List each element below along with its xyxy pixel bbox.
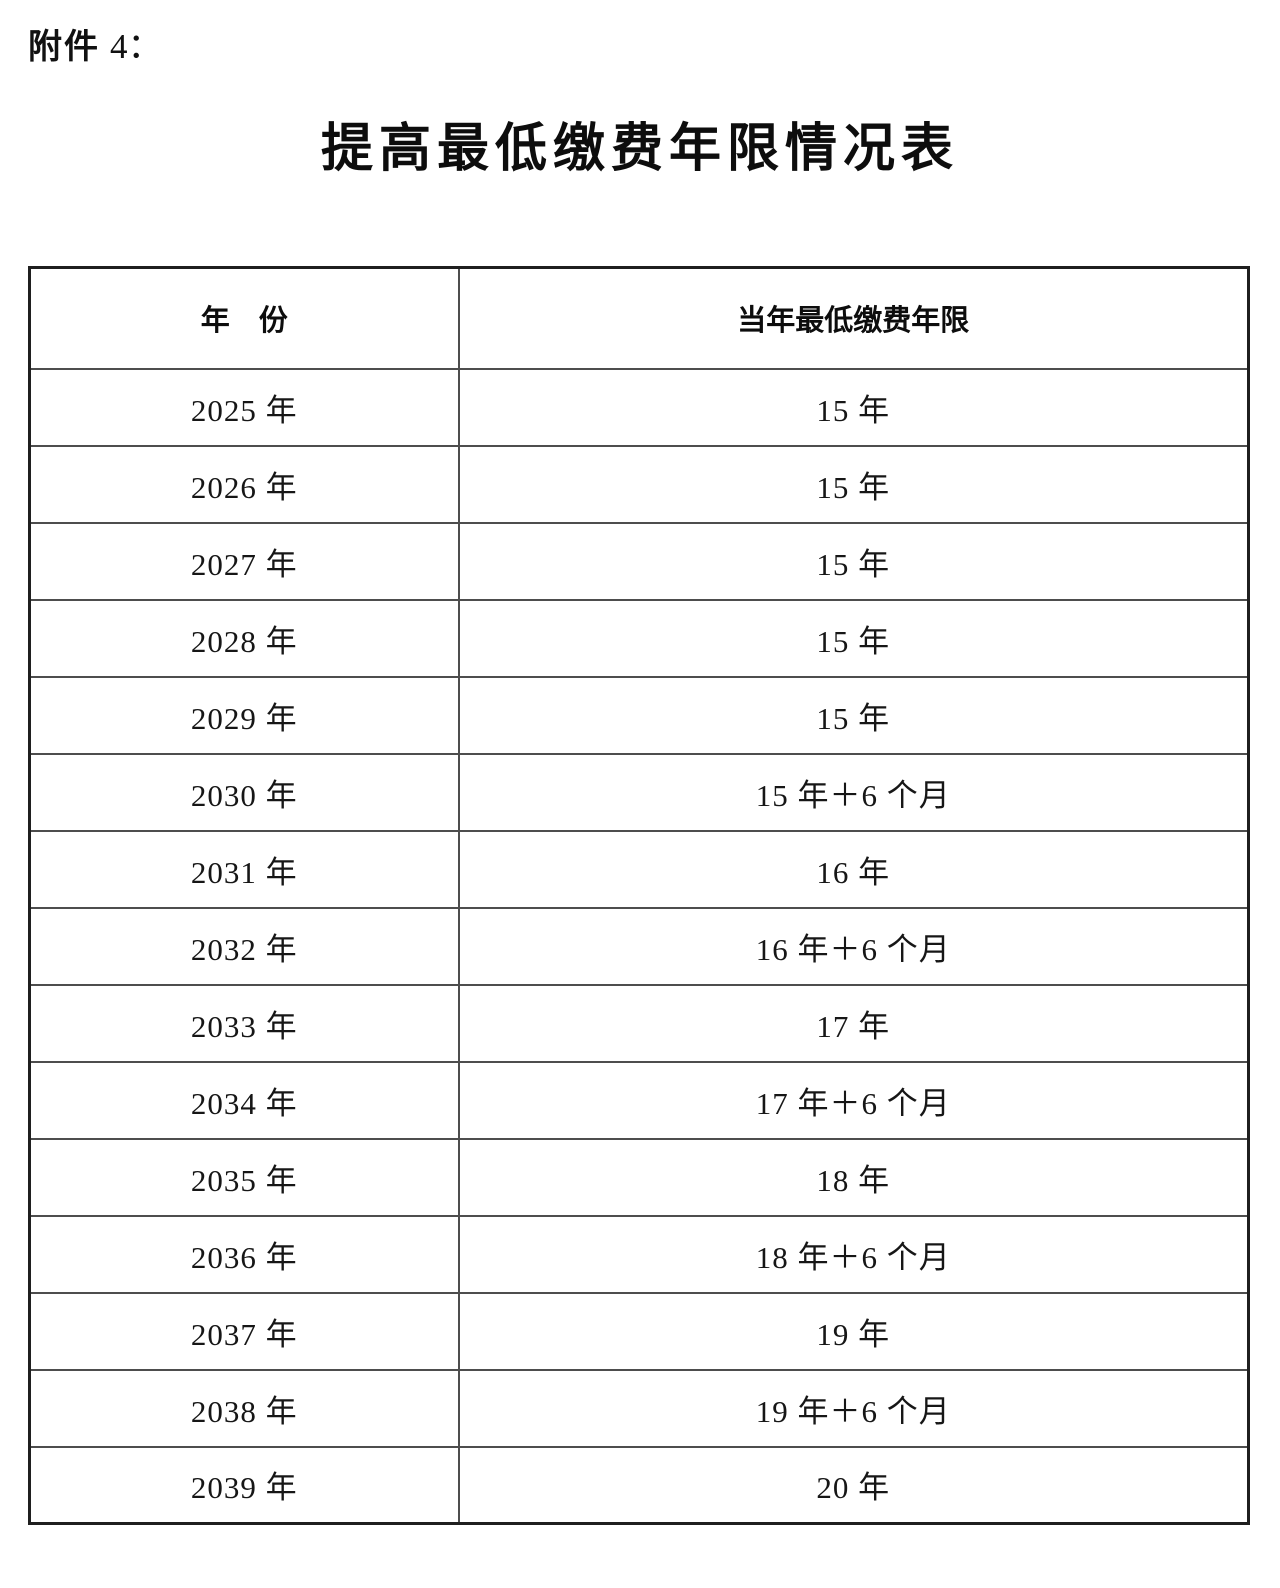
- page-title: 提高最低缴费年限情况表: [320, 121, 959, 178]
- column-header-year: 年 份: [28, 266, 460, 370]
- table-row: 2031 年 16 年: [28, 829, 1250, 909]
- table-row: 2034 年 17 年＋6 个月: [28, 1060, 1250, 1140]
- table-row: 2032 年 16 年＋6 个月: [28, 906, 1250, 986]
- table-header-row: 年 份 当年最低缴费年限: [28, 266, 1250, 370]
- year-cell: 2026 年: [28, 444, 460, 524]
- min-years-cell: 16 年＋6 个月: [457, 906, 1250, 986]
- table-row: 2038 年 19 年＋6 个月: [28, 1368, 1250, 1448]
- min-years-cell: 18 年＋6 个月: [457, 1214, 1250, 1294]
- min-years-cell: 19 年＋6 个月: [457, 1368, 1250, 1448]
- table-row: 2028 年 15 年: [28, 598, 1250, 678]
- attachment-label: 附件 4：: [28, 18, 163, 69]
- year-cell: 2038 年: [28, 1368, 460, 1448]
- min-years-cell: 17 年＋6 个月: [457, 1060, 1250, 1140]
- year-cell: 2027 年: [28, 521, 460, 601]
- year-cell: 2032 年: [28, 906, 460, 986]
- min-years-cell: 20 年: [457, 1445, 1250, 1525]
- year-cell: 2036 年: [28, 1214, 460, 1294]
- table-row: 2026 年 15 年: [28, 444, 1250, 524]
- min-years-cell: 18 年: [457, 1137, 1250, 1217]
- min-contribution-years-table: 年 份 当年最低缴费年限 2025 年 15 年 2026 年 15 年 202…: [28, 266, 1250, 1525]
- table-row: 2025 年 15 年: [28, 367, 1250, 447]
- year-cell: 2028 年: [28, 598, 460, 678]
- year-cell: 2025 年: [28, 367, 460, 447]
- year-cell: 2029 年: [28, 675, 460, 755]
- min-years-cell: 17 年: [457, 983, 1250, 1063]
- min-years-cell: 15 年: [457, 675, 1250, 755]
- min-years-cell: 15 年: [457, 444, 1250, 524]
- year-cell: 2030 年: [28, 752, 460, 832]
- year-cell: 2031 年: [28, 829, 460, 909]
- year-cell: 2037 年: [28, 1291, 460, 1371]
- attachment-prefix: 附件: [28, 28, 100, 66]
- min-years-cell: 15 年＋6 个月: [457, 752, 1250, 832]
- min-years-cell: 15 年: [457, 367, 1250, 447]
- year-cell: 2039 年: [28, 1445, 460, 1525]
- table-row: 2037 年 19 年: [28, 1291, 1250, 1371]
- year-cell: 2034 年: [28, 1060, 460, 1140]
- table-row: 2039 年 20 年: [28, 1445, 1250, 1525]
- column-header-min-contribution: 当年最低缴费年限: [457, 266, 1250, 370]
- min-years-cell: 15 年: [457, 598, 1250, 678]
- table-row: 2035 年 18 年: [28, 1137, 1250, 1217]
- table-row: 2029 年 15 年: [28, 675, 1250, 755]
- table-row: 2033 年 17 年: [28, 983, 1250, 1063]
- table-row: 2036 年 18 年＋6 个月: [28, 1214, 1250, 1294]
- year-cell: 2035 年: [28, 1137, 460, 1217]
- year-cell: 2033 年: [28, 983, 460, 1063]
- min-years-cell: 19 年: [457, 1291, 1250, 1371]
- min-years-cell: 16 年: [457, 829, 1250, 909]
- attachment-number: 4：: [110, 27, 163, 66]
- table-row: 2030 年 15 年＋6 个月: [28, 752, 1250, 832]
- table-row: 2027 年 15 年: [28, 521, 1250, 601]
- min-years-cell: 15 年: [457, 521, 1250, 601]
